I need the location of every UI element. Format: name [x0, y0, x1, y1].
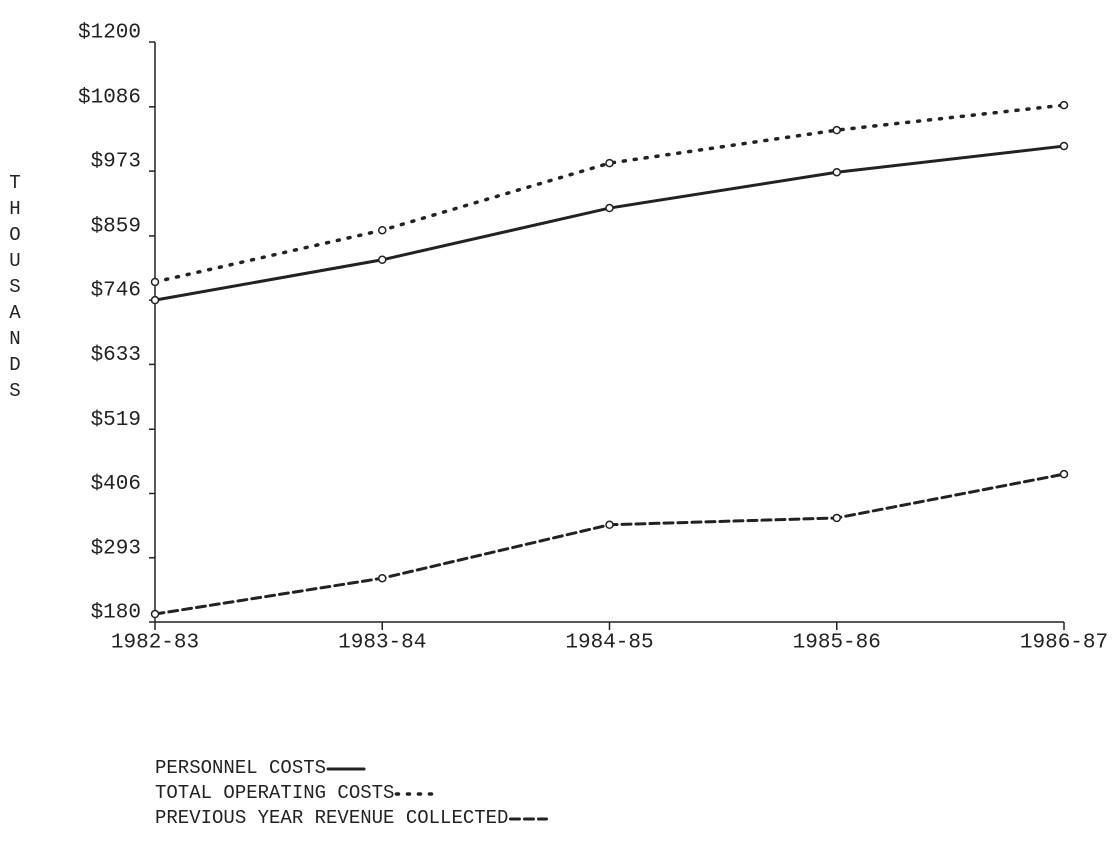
data-point: [1059, 141, 1069, 151]
y-tick-label: $973: [91, 151, 141, 174]
y-tick-label: $180: [91, 602, 141, 625]
data-point: [150, 609, 160, 619]
x-tick-label: 1984-85: [565, 632, 653, 655]
legend-label: TOTAL OPERATING COSTS: [155, 782, 394, 804]
y-tick-label: $859: [91, 215, 141, 238]
series-line: [153, 144, 1066, 302]
data-point: [1059, 100, 1069, 110]
x-tick-label: 1986-87: [1020, 632, 1108, 655]
y-tick-label: $519: [91, 409, 141, 432]
data-point: [832, 513, 841, 523]
series-line: [153, 103, 1066, 284]
data-point: [605, 158, 614, 168]
legend-label: PERSONNEL COSTS: [155, 757, 326, 779]
y-axis-label: THOUSANDS: [4, 172, 26, 406]
y-tick-label: $1200: [78, 22, 141, 45]
data-point: [832, 167, 841, 177]
data-point: [150, 295, 160, 305]
y-tick-label: $406: [91, 473, 141, 496]
y-tick-label: $293: [91, 537, 141, 560]
x-tick-label: 1983-84: [338, 632, 426, 655]
x-tick-label: 1985-86: [793, 632, 881, 655]
y-tick-label: $1086: [78, 86, 141, 109]
legend-label: PREVIOUS YEAR REVENUE COLLECTED: [155, 807, 508, 829]
data-point: [605, 203, 614, 213]
data-point: [378, 225, 387, 235]
y-tick-label: $746: [91, 280, 141, 303]
x-tick-label: 1982-83: [111, 632, 199, 655]
data-point: [1059, 469, 1069, 479]
data-point: [150, 277, 160, 287]
data-point: [378, 255, 387, 265]
data-point: [832, 125, 841, 135]
y-tick-label: $633: [91, 344, 141, 367]
data-point: [378, 573, 387, 583]
data-point: [605, 520, 614, 530]
series-line: [153, 472, 1066, 616]
